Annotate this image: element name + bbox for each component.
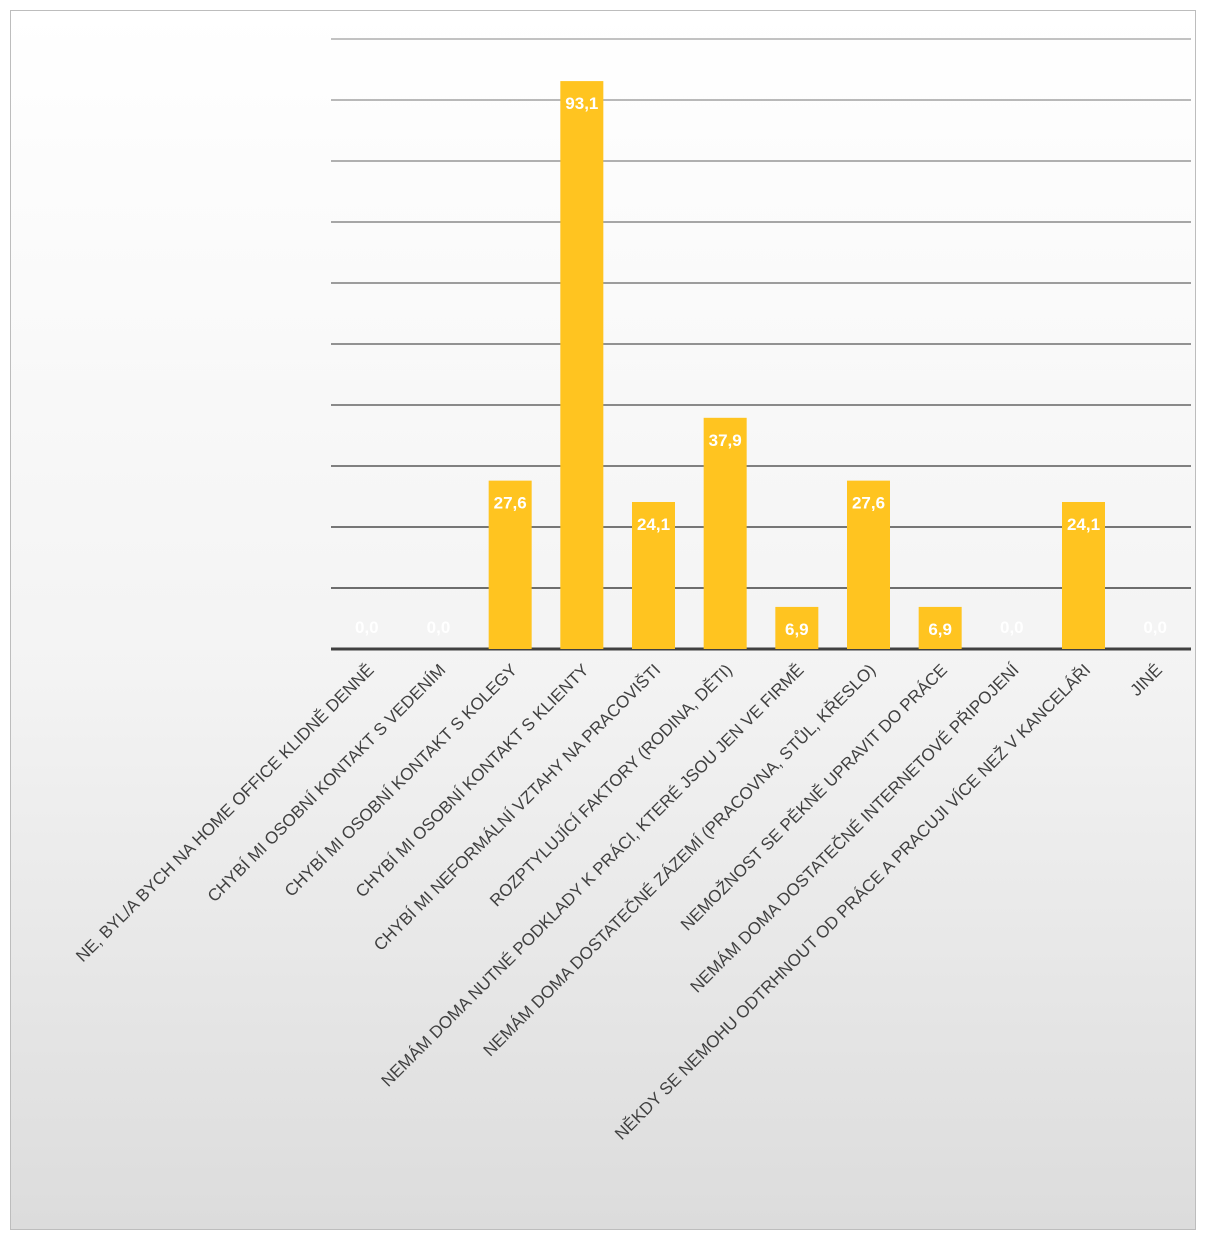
chart-area: 0,0 0,0 27,6 93,1 24,1 37,9 6,9 27,6 6,9 0,0 24,1 0… (10, 10, 1196, 1230)
bar (1062, 501, 1105, 649)
data-label: 0,0 (427, 618, 451, 637)
data-label: 6,9 (928, 620, 952, 639)
category-label: NĚKDY SE NEMOHU ODTRHNOUT OD PRÁCE A PRA… (611, 660, 1094, 1143)
bar (918, 606, 962, 649)
bar-chart: 0,0 0,0 27,6 93,1 24,1 37,9 6,9 27,6 6,9 0,0 24,1 0… (72, 38, 1191, 1144)
category-label: NEMOŽNOST SE PĚKNĚ UPRAVIT DO PRÁCE (677, 660, 951, 934)
data-label: 27,6 (852, 494, 885, 513)
data-label: 27,6 (494, 494, 527, 513)
data-label: 0,0 (1143, 618, 1167, 637)
data-label: 0,0 (1000, 618, 1024, 637)
category-label: NE, BYL/A BYCH NA HOME OFFICE KLIDNĚ DEN… (72, 660, 377, 965)
bar (847, 480, 890, 649)
data-label: 37,9 (709, 431, 742, 450)
data-label: 24,1 (1067, 515, 1100, 534)
bar (488, 480, 532, 649)
gridlines (331, 38, 1191, 651)
category-label: NEMÁM DOMA DOSTATEČNÉ INTERNETOVÉ PŘIPOJ… (687, 660, 1023, 996)
bar (632, 501, 675, 649)
bar (775, 606, 819, 649)
bar (560, 81, 604, 650)
bars (488, 81, 1105, 650)
data-label: 0,0 (355, 618, 379, 637)
data-label: 6,9 (785, 620, 809, 639)
bar (703, 417, 747, 649)
category-label: JINÉ (1127, 660, 1166, 699)
data-label: 24,1 (637, 515, 670, 534)
data-labels: 0,0 0,0 27,6 93,1 24,1 37,9 6,9 27,6 6,9 0,0 24,1 0… (355, 94, 1167, 639)
data-label: 93,1 (565, 94, 598, 113)
category-label: ROZPTYLUJÍCÍ FAKTORY (RODINA, DĚTI) (486, 660, 736, 910)
category-labels: NE, BYL/A BYCH NA HOME OFFICE KLIDNĚ DEN… (72, 660, 1166, 1143)
